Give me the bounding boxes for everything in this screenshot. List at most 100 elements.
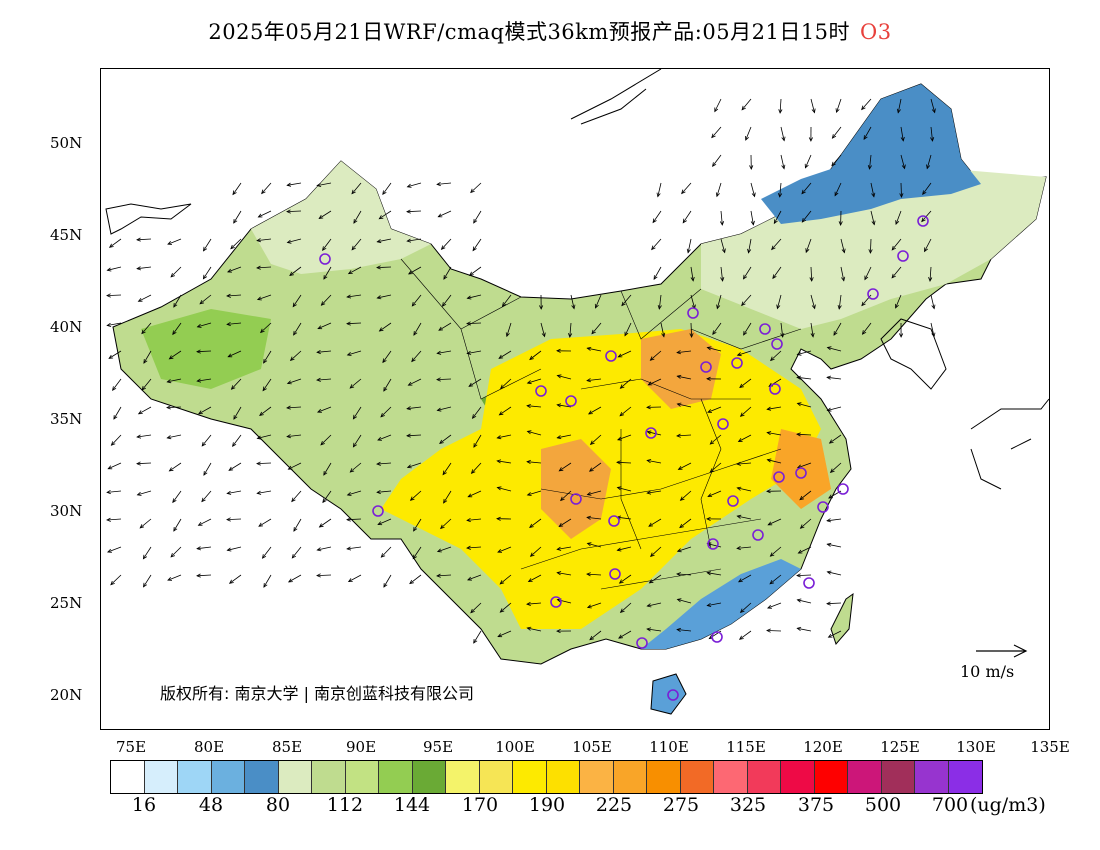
wind-arrow bbox=[647, 460, 662, 464]
wind-arrow bbox=[203, 238, 212, 252]
wind-arrow-head bbox=[707, 409, 713, 413]
wind-arrow bbox=[682, 210, 692, 223]
wind-arrow bbox=[262, 546, 272, 559]
wind-arrow bbox=[201, 490, 212, 502]
wind-arrow bbox=[443, 490, 452, 504]
wind-arrow-head bbox=[352, 442, 358, 448]
wind-arrow-head bbox=[467, 493, 473, 498]
wind-arrow bbox=[258, 210, 272, 218]
wind-arrow bbox=[407, 182, 422, 188]
wind-arrow bbox=[833, 322, 842, 336]
wind-arrow bbox=[772, 266, 782, 279]
wind-arrow bbox=[649, 574, 662, 584]
wind-arrow-head bbox=[712, 162, 717, 167]
wind-arrow-head bbox=[646, 405, 651, 410]
wind-arrow-head bbox=[653, 275, 658, 281]
wind-arrow-head bbox=[616, 486, 622, 491]
wind-arrow bbox=[113, 406, 122, 420]
wind-arrow bbox=[107, 322, 122, 326]
wind-arrow bbox=[382, 182, 392, 195]
wind-arrow-head bbox=[106, 517, 111, 522]
legend-color-cell bbox=[580, 761, 614, 793]
wind-arrow bbox=[466, 322, 482, 324]
lon-label: 100E bbox=[495, 738, 535, 756]
wind-arrow bbox=[470, 602, 482, 613]
wind-arrow bbox=[617, 434, 632, 441]
wind-arrow-head bbox=[113, 415, 118, 420]
wind-arrow bbox=[716, 294, 722, 309]
wind-arrow bbox=[286, 406, 302, 409]
south-china-blue-zone bbox=[641, 559, 801, 649]
wind-arrow bbox=[617, 487, 632, 492]
wind-arrow-head bbox=[257, 213, 263, 218]
lat-label-45n: 45N bbox=[50, 226, 83, 244]
wind-arrow bbox=[924, 238, 932, 252]
wind-arrow bbox=[172, 322, 182, 335]
wind-arrow bbox=[677, 629, 692, 632]
wind-arrow bbox=[780, 322, 784, 337]
wind-arrow-head bbox=[707, 493, 713, 497]
wind-arrow bbox=[377, 434, 392, 441]
legend-color-cell bbox=[781, 761, 815, 793]
wind-arrow bbox=[233, 406, 242, 420]
wind-arrow-head bbox=[107, 548, 112, 553]
wind-arrow bbox=[442, 462, 452, 475]
wind-arrow-head bbox=[539, 305, 544, 310]
wind-arrow-head bbox=[751, 192, 756, 198]
wind-arrow bbox=[651, 238, 662, 250]
wind-arrow-head bbox=[226, 547, 232, 552]
wind-arrow-head bbox=[586, 572, 591, 577]
wind-arrow-head bbox=[529, 355, 534, 361]
wind-arrow-head bbox=[558, 522, 564, 528]
wind-arrow bbox=[587, 378, 602, 381]
lat-label-20n: 20N bbox=[50, 686, 83, 704]
wind-arrow bbox=[864, 266, 872, 280]
wind-arrow-head bbox=[233, 218, 238, 224]
wind-arrow-head bbox=[811, 304, 816, 310]
legend-color-cell bbox=[513, 761, 547, 793]
wind-arrow-head bbox=[136, 266, 142, 271]
wind-arrow bbox=[587, 490, 602, 495]
wind-arrow bbox=[797, 350, 812, 355]
legend-tick: 190 bbox=[528, 794, 566, 816]
wind-arrow-head bbox=[263, 583, 268, 588]
wind-arrow-head bbox=[709, 468, 715, 473]
wind-arrow bbox=[798, 546, 812, 554]
wind-arrow-head bbox=[676, 598, 682, 603]
wind-arrow-head bbox=[443, 275, 448, 280]
wind-arrow bbox=[106, 518, 122, 521]
wind-arrow bbox=[832, 126, 842, 139]
wind-arrow bbox=[467, 518, 482, 521]
wind-arrow bbox=[648, 378, 662, 386]
wind-arrow bbox=[321, 294, 332, 306]
wind-arrow-head bbox=[322, 246, 327, 251]
wind-arrow bbox=[377, 490, 392, 493]
wind-arrow-head bbox=[586, 604, 592, 609]
wind-arrow bbox=[737, 350, 752, 356]
station-marker bbox=[717, 418, 729, 430]
copyright-text: 版权所有: 南京大学 | 南京创蓝科技有限公司 bbox=[160, 684, 475, 703]
wind-arrow-head bbox=[749, 165, 754, 170]
wind-arrow bbox=[437, 182, 452, 185]
wind-arrow-head bbox=[799, 495, 804, 501]
station-marker bbox=[773, 471, 785, 483]
wind-arrow bbox=[711, 126, 722, 138]
wind-arrow bbox=[323, 266, 332, 280]
legend-color-cell bbox=[915, 761, 949, 793]
wind-arrow-head bbox=[556, 348, 561, 353]
wind-arrow bbox=[228, 350, 242, 358]
wind-arrow-head bbox=[170, 552, 176, 558]
wind-arrow-head bbox=[719, 221, 725, 226]
wind-arrow-head bbox=[439, 439, 444, 444]
lon-label: 95E bbox=[422, 738, 454, 756]
wind-arrow bbox=[110, 574, 122, 585]
wind-arrow bbox=[170, 266, 182, 278]
wind-arrow-head bbox=[766, 431, 772, 436]
wind-arrow bbox=[620, 602, 632, 613]
wind-arrow-head bbox=[706, 571, 712, 576]
wind-arrow bbox=[320, 434, 332, 446]
wind-arrow-head bbox=[232, 190, 237, 196]
wind-arrow bbox=[469, 266, 482, 276]
wind-arrow bbox=[473, 210, 482, 224]
wind-arrow-head bbox=[772, 274, 777, 280]
